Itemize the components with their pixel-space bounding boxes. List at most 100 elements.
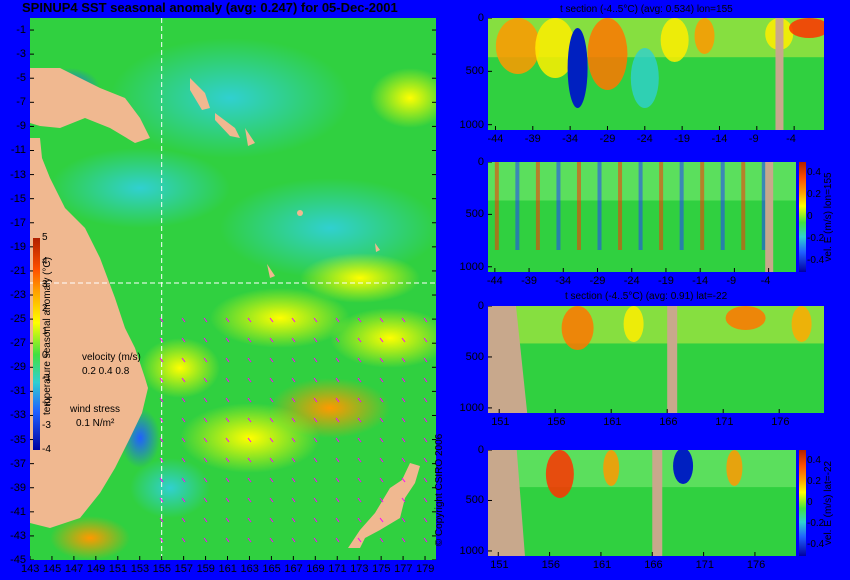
wind-vector xyxy=(379,537,384,543)
wind-vector xyxy=(335,537,340,543)
map-x-tick-label: 173 xyxy=(350,563,369,575)
wind-vector xyxy=(269,457,274,463)
wind-vector xyxy=(203,357,208,363)
section-y-tick-label: 1000 xyxy=(459,118,484,131)
wind-vector xyxy=(247,457,252,463)
section-x-tick-label: -44 xyxy=(487,133,504,145)
wind-vector xyxy=(247,497,252,503)
map-y-tick-label: -5 xyxy=(16,72,26,85)
wind-vector xyxy=(269,397,274,403)
wind-vector xyxy=(159,477,164,483)
wind-vector xyxy=(269,417,274,423)
section-panel-3[interactable] xyxy=(488,306,824,413)
section-x-tick-label: 176 xyxy=(746,559,766,571)
map-x-tick-label: 157 xyxy=(174,563,193,575)
sst-anomaly-map[interactable] xyxy=(30,18,436,560)
wind-vector xyxy=(181,497,186,503)
wind-vector xyxy=(313,357,318,363)
wind-vector xyxy=(379,397,384,403)
wind-vector xyxy=(335,337,340,343)
wind-vector xyxy=(423,497,428,503)
wind-vector xyxy=(203,497,208,503)
velocity-colorbar-label: vel. E (m/s) lon=155 xyxy=(823,172,834,262)
section-x-tick-label: 156 xyxy=(541,559,560,571)
wind-vector xyxy=(203,397,208,403)
wind-vector xyxy=(291,337,296,343)
section-panel-4[interactable] xyxy=(488,450,796,556)
new-zealand-land xyxy=(348,463,420,548)
wind-vector xyxy=(291,477,296,483)
wind-vector xyxy=(159,537,164,543)
wind-vector xyxy=(269,437,274,443)
main-title: SPINUP4 SST seasonal anomaly (avg: 0.247… xyxy=(22,0,398,15)
wind-vector xyxy=(269,537,274,543)
negative-velocity xyxy=(673,450,694,484)
wind-vector xyxy=(203,337,208,343)
velocity-colorbar-tick-label: 0.2 xyxy=(807,189,821,200)
section-y-tick-label: 500 xyxy=(465,65,484,78)
wind-vector xyxy=(423,337,428,343)
map-x-tick-label: 179 xyxy=(416,563,435,575)
upper-layer-band xyxy=(488,306,824,344)
wind-vector xyxy=(247,417,252,423)
wind-vector xyxy=(225,437,230,443)
wind-vector xyxy=(291,417,296,423)
map-x-tick-label: 153 xyxy=(130,563,150,575)
map-y-tick-label: -33 xyxy=(10,409,26,422)
wind-vector xyxy=(335,377,340,383)
section-x-tick-label: -24 xyxy=(623,275,640,287)
wind-vector xyxy=(335,317,340,323)
map-y-tick-label: -11 xyxy=(10,144,26,157)
positive-velocity xyxy=(726,450,743,486)
section-y-tick-label: 1000 xyxy=(459,260,484,273)
velocity-colorbar-tick-label: 0.4 xyxy=(807,167,821,178)
map-x-tick-label: 151 xyxy=(108,563,128,575)
wind-vector xyxy=(225,517,230,523)
positive-velocity xyxy=(603,450,620,486)
wind-vector xyxy=(423,397,428,403)
wind-vector xyxy=(247,537,252,543)
positive-velocity xyxy=(545,450,574,498)
velocity-band xyxy=(700,162,705,250)
wind-vector xyxy=(291,377,296,383)
wind-vector xyxy=(313,397,318,403)
wind-vector xyxy=(225,397,230,403)
warm-anomaly xyxy=(694,18,715,54)
wind-vector xyxy=(181,377,186,383)
wind-vector xyxy=(379,457,384,463)
wind-vector xyxy=(159,417,164,423)
map-y-tick-label: -1 xyxy=(16,24,26,37)
section-panel-2[interactable] xyxy=(488,162,796,272)
section-land xyxy=(765,162,774,272)
section-panel-1[interactable] xyxy=(488,18,824,130)
section-x-tick-label: -24 xyxy=(636,133,653,145)
section-x-tick-label: 161 xyxy=(592,559,612,571)
wind-vector xyxy=(159,457,164,463)
wind-vector xyxy=(203,537,208,543)
warm-anomaly xyxy=(561,306,594,350)
wind-vector xyxy=(357,497,362,503)
wind-vector xyxy=(357,477,362,483)
colorbar-tick-label: 3 xyxy=(42,279,48,291)
map-y-tick-label: -9 xyxy=(16,120,26,133)
wind-vector xyxy=(379,357,384,363)
section-x-tick-label: -9 xyxy=(748,133,759,145)
wind-legend-value: 0.1 N/m² xyxy=(76,418,115,429)
wind-vector xyxy=(225,377,230,383)
section-y-tick-label: 0 xyxy=(477,156,484,168)
wind-vector xyxy=(313,317,318,323)
australia-land xyxy=(30,138,148,528)
map-y-tick-label: -25 xyxy=(10,313,26,326)
wind-vector xyxy=(357,517,362,523)
wind-vector xyxy=(203,517,208,523)
section-x-tick-label: -44 xyxy=(486,275,503,287)
wind-vector xyxy=(313,437,318,443)
wind-vector xyxy=(357,397,362,403)
wind-vector xyxy=(247,317,252,323)
wind-vector xyxy=(181,417,186,423)
velocity-band xyxy=(535,162,540,250)
wind-vector xyxy=(181,517,186,523)
section-y-tick-label: 0 xyxy=(477,300,484,312)
wind-vector xyxy=(225,357,230,363)
section-x-tick-label: 171 xyxy=(715,416,734,428)
